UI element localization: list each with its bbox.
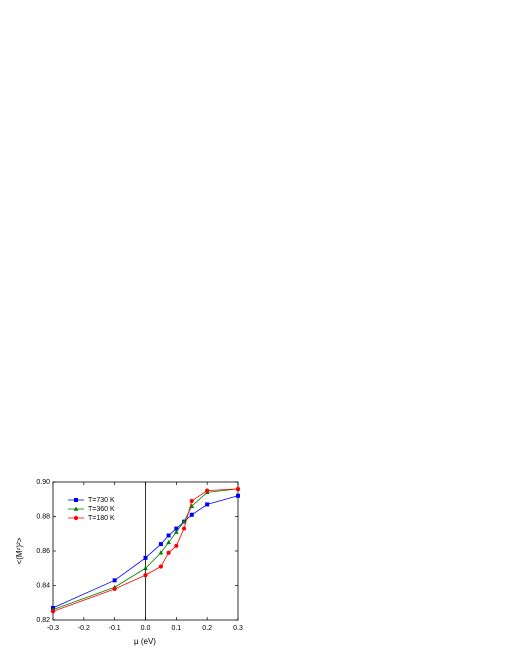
marker [143,573,148,578]
marker [158,564,164,569]
marker [189,498,194,504]
legend-marker [73,506,79,511]
legend-marker [73,515,79,521]
series-line [52,488,239,611]
x-tick-label: -0.1 [109,625,121,632]
marker [158,550,164,555]
legend-label: T=730 K [88,497,115,504]
marker [50,609,56,614]
x-tick-label: 0.0 [141,625,151,632]
y-tick-label: 0.86 [36,548,50,555]
marker [166,550,171,555]
legend-marker [74,498,78,502]
marker [143,555,148,560]
y-tick-label: 0.88 [36,513,50,520]
x-tick-label: 0.1 [171,625,181,632]
marker [158,542,163,547]
marker [174,529,179,534]
marker [143,565,148,571]
x-axis-label: μ (eV) [134,637,156,646]
marker [189,512,194,517]
marker [205,502,210,507]
marker [189,503,195,508]
series-line [52,495,239,609]
y-tick-label: 0.90 [36,479,50,486]
x-tick-label: -0.3 [47,625,59,632]
y-tick-label: 0.82 [36,617,50,624]
marker [166,533,171,538]
marker [112,578,117,583]
legend-label: T=360 K [88,506,115,513]
marker [112,586,117,592]
x-tick-label: 0.3 [233,625,243,632]
y-axis-label: <(Mᶻ)²> [15,537,24,564]
marker [174,543,179,548]
marker [205,488,210,493]
marker [166,539,171,545]
series-line [52,488,239,612]
y-tick-label: 0.84 [36,582,50,589]
marker [235,486,241,491]
marker [236,493,240,498]
marker [181,519,187,524]
marker [174,526,179,531]
x-tick-label: 0.2 [202,625,212,632]
marker [181,526,187,531]
x-tick-label: -0.2 [78,625,90,632]
legend-label: T=180 K [88,515,115,522]
